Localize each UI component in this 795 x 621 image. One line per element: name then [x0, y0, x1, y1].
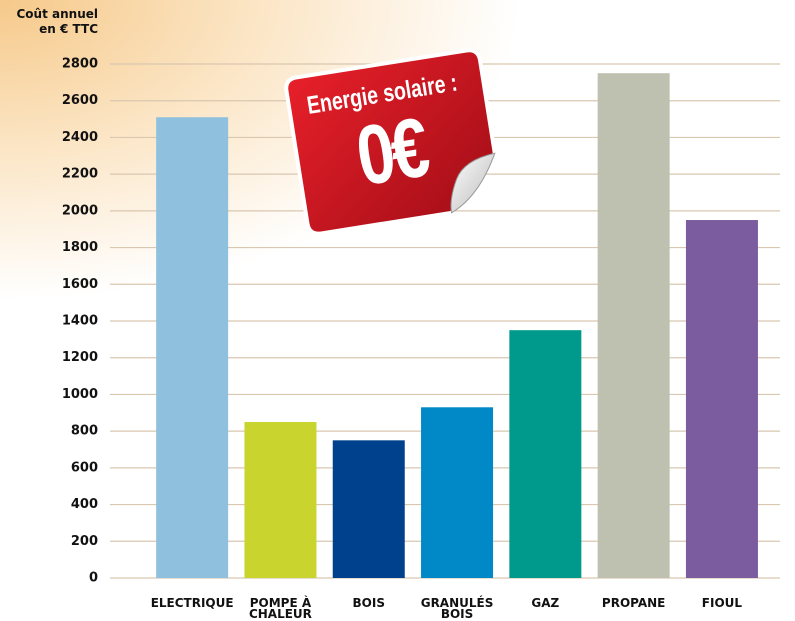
x-tick-label: GRANULÉS BOIS [417, 598, 497, 620]
sticker: Energie solaire : 0€ [278, 42, 522, 244]
y-tick-label: 1400 [62, 314, 98, 329]
x-tick-label: ELECTRIQUE [142, 598, 242, 609]
y-tick-label: 1800 [62, 240, 98, 255]
y-tick-label: 1200 [62, 350, 98, 365]
x-tick-label: GAZ [505, 598, 585, 609]
bar [333, 440, 405, 578]
bar [598, 73, 670, 578]
y-tick-label: 1600 [62, 277, 98, 292]
y-tick-label: 600 [71, 460, 98, 475]
x-tick-label: FIOUL [682, 598, 762, 609]
bar [244, 422, 316, 578]
y-tick-label: 200 [71, 534, 98, 549]
y-tick-label: 0 [89, 571, 98, 586]
bar [421, 407, 493, 578]
x-tick-label: POMPE À CHALEUR [240, 598, 320, 620]
y-tick-label: 2600 [62, 93, 98, 108]
y-axis-title: Coût annuel en € TTC [4, 7, 98, 37]
x-tick-label: BOIS [329, 598, 409, 609]
bar [156, 117, 228, 578]
y-tick-label: 2800 [62, 57, 98, 72]
y-tick-label: 2200 [62, 167, 98, 182]
y-tick-label: 400 [71, 497, 98, 512]
x-tick-label: PROPANE [594, 598, 674, 609]
chart: 0 200 400 600 800 1000 1200 1400 1600 1800 2000 220… [0, 0, 795, 621]
y-tick-label: 2000 [62, 203, 98, 218]
y-tick-label: 800 [71, 424, 98, 439]
y-tick-label: 1000 [62, 387, 98, 402]
bar [509, 330, 581, 578]
bar [686, 220, 758, 578]
y-tick-label: 2400 [62, 130, 98, 145]
